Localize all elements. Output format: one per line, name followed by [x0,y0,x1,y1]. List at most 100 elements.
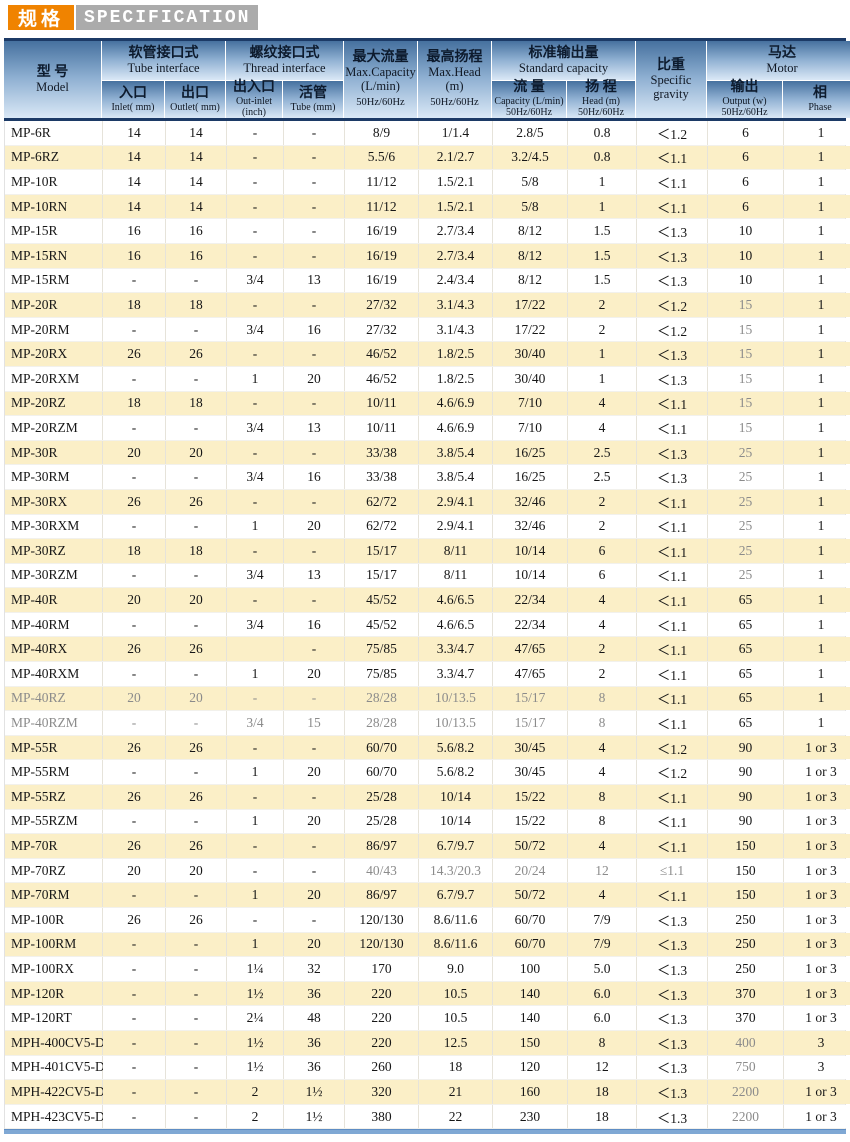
value-cell: 1 [784,539,850,563]
value-cell: 1 [227,662,283,686]
value-cell: 1 or 3 [784,883,850,907]
value-cell: ＜1.2 [637,317,707,342]
value-cell: 14 [166,194,226,219]
header-standard-capacity: 标准输出量 Standard capacity [492,41,635,80]
value-cell: 150 [493,1030,567,1055]
value-cell: ＜1.1 [637,662,707,686]
value-cell: 26 [103,489,165,514]
value-cell: 8/12 [493,243,567,268]
value-cell: 15 [708,293,783,317]
value-cell: 0.8 [568,145,636,170]
value-cell: 8 [568,785,636,809]
value-cell: 3 [784,1030,850,1055]
table-row: MP-30RXM - -1 20 62/72 2.9/4.1 32/46 2 ＜1.1 25 1 [5,514,850,540]
value-cell: 2 [568,489,636,514]
value-cell: 20/24 [493,858,567,883]
value-cell: 380 [345,1104,418,1129]
table-body: MP-6R 14 14- -8/9 1/1.4 2.8/5 0.8 ＜1.2 6 1 MP-6RZ 1… [4,121,850,1130]
value-cell: - [166,662,226,686]
value-cell: 48 [284,1006,344,1030]
value-cell: - [166,366,226,391]
value-cell: ＜1.3 [637,440,707,465]
value-cell: - [227,170,283,194]
value-cell: 20 [103,686,165,711]
value-cell: - [103,1006,165,1030]
value-cell: ＜1.3 [637,932,707,957]
value-cell: 1 [784,711,850,735]
value-cell: 10/13.5 [419,711,492,735]
value-cell: 1 [568,366,636,391]
value-cell: 1 [227,514,283,539]
value-cell: 20 [284,883,344,907]
value-cell: - [166,465,226,489]
value-cell: 14 [166,145,226,170]
value-cell: 16 [284,465,344,489]
value-cell: ＜1.1 [637,612,707,637]
value-cell: 2 [227,1080,283,1104]
value-cell: 3 [784,1055,850,1080]
value-cell: 16/19 [345,268,418,293]
value-cell: - [166,317,226,342]
value-cell: 3.8/5.4 [419,465,492,489]
value-cell: - [103,416,165,440]
value-cell: ＜1.1 [637,194,707,219]
value-cell: 86/97 [345,834,418,858]
value-cell: 4 [568,416,636,440]
value-cell: 33/38 [345,440,418,465]
value-cell: - [103,268,165,293]
value-cell: - [103,317,165,342]
value-cell: 65 [708,686,783,711]
value-cell: 12.5 [419,1030,492,1055]
value-cell: ＜1.3 [637,243,707,268]
value-cell: 26 [166,489,226,514]
value-cell: 1 [784,170,850,194]
model-cell: MP-15RM [5,268,102,293]
value-cell: 1 or 3 [784,760,850,785]
value-cell: 50/72 [493,834,567,858]
value-cell: 1 or 3 [784,785,850,809]
value-cell: 26 [166,785,226,809]
value-cell: 18 [166,293,226,317]
value-cell: 8/12 [493,219,567,243]
value-cell: 36 [284,1030,344,1055]
value-cell: 1 [784,391,850,416]
model-cell: MP-55RZM [5,809,102,834]
value-cell: 220 [345,1030,418,1055]
value-cell: 32 [284,957,344,981]
value-cell: 170 [345,957,418,981]
value-cell: 2 [568,293,636,317]
value-cell: 8/9 [345,121,418,145]
value-cell: - [103,711,165,735]
value-cell: 3/4 [227,563,283,588]
model-cell: MP-15R [5,219,102,243]
model-cell: MP-120RT [5,1006,102,1030]
value-cell: 26 [166,834,226,858]
value-cell: 4.6/6.5 [419,612,492,637]
specification-table: 型 号 Model 软管接口式 Tube interface 螺纹接口式 Thr… [4,38,850,1135]
value-cell: 16 [284,317,344,342]
value-cell: 150 [708,834,783,858]
value-cell: ＜1.3 [637,908,707,932]
value-cell: 16 [166,243,226,268]
value-cell: 1 [784,612,850,637]
table-row: MP-40RZ 20 20- -28/28 10/13.5 15/17 8 ＜1.1 65 1 [5,686,850,712]
value-cell: ＜1.3 [637,465,707,489]
value-cell: 65 [708,711,783,735]
value-cell: 36 [284,1055,344,1080]
value-cell: ＜1.3 [637,268,707,293]
value-cell: 3.8/5.4 [419,440,492,465]
value-cell: - [103,760,165,785]
value-cell: - [227,219,283,243]
value-cell: 1 or 3 [784,809,850,834]
value-cell: 65 [708,637,783,662]
value-cell: 40/43 [345,858,418,883]
value-cell: 1 [784,342,850,366]
value-cell: - [166,1055,226,1080]
value-cell: - [166,612,226,637]
value-cell: - [103,612,165,637]
value-cell: 3.3/4.7 [419,637,492,662]
value-cell: 16/25 [493,465,567,489]
value-cell: ＜1.3 [637,219,707,243]
value-cell: - [166,809,226,834]
value-cell: 20 [166,440,226,465]
